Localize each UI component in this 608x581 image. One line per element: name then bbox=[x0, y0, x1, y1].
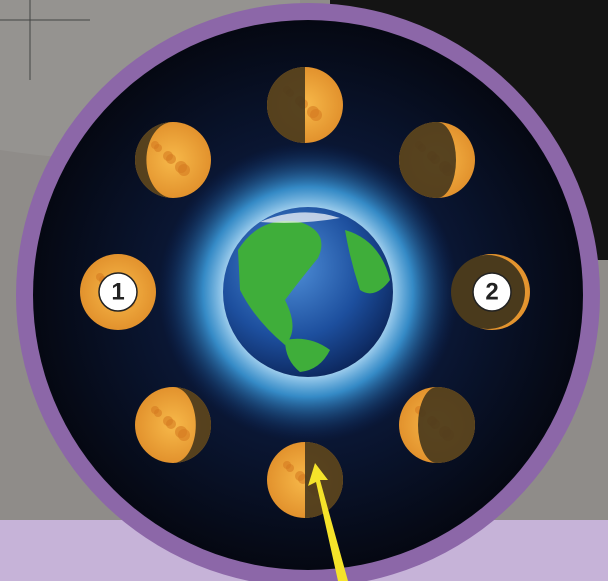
moon bbox=[310, 109, 322, 121]
moon bbox=[154, 144, 162, 152]
arrow bbox=[308, 463, 348, 581]
moon bbox=[166, 419, 176, 429]
moon bbox=[399, 122, 456, 198]
moon bbox=[166, 154, 176, 164]
label-1: 1 bbox=[111, 279, 124, 306]
label-2: 2 bbox=[485, 279, 498, 306]
moon bbox=[135, 122, 173, 198]
moon bbox=[267, 67, 306, 143]
moon bbox=[173, 387, 211, 463]
moon bbox=[178, 429, 190, 441]
moon bbox=[178, 164, 190, 176]
label-marker bbox=[98, 272, 138, 312]
moon bbox=[154, 409, 162, 417]
label-marker bbox=[472, 272, 512, 312]
moon bbox=[418, 387, 475, 463]
moon bbox=[286, 464, 294, 472]
